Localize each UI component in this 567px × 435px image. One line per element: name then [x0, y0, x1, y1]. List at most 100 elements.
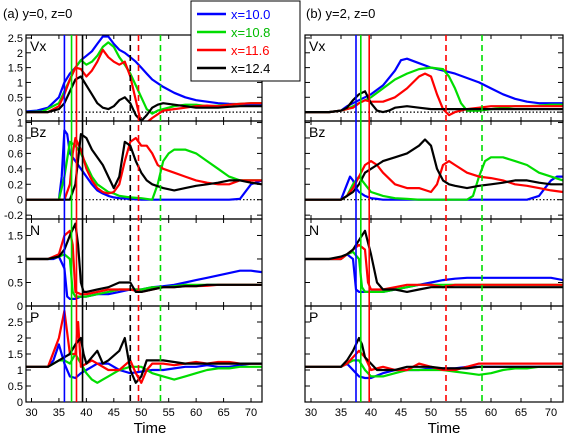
column-a: (a) y=0, z=0 Time 0 0.5 1 1.5 2 2.5 Vx -0.2 0 0.2… — [3, 6, 263, 435]
x-tick-label: 55 — [455, 407, 467, 419]
series-line-x12-4 — [26, 336, 262, 384]
y-tick-label: 0.5 — [8, 92, 23, 104]
panel-label: Bz — [30, 124, 46, 140]
series-line-x10-0 — [26, 343, 262, 380]
marker-lines — [355, 35, 483, 402]
series-line-x10-0 — [305, 175, 563, 201]
y-tick-label: 0.4 — [8, 164, 23, 176]
panel-frame — [25, 305, 263, 403]
x-tick-label: 50 — [135, 407, 147, 419]
y-tick-label: 0.2 — [8, 179, 23, 191]
panel-p-0: 0 0.5 1 1.5 2 2.5 P — [8, 305, 263, 409]
panel-n-0: 0 0.5 1 1.5 N — [8, 218, 263, 313]
series-group — [26, 35, 262, 121]
y-tick-label: 2 — [17, 333, 23, 345]
series-line-x10-0 — [305, 57, 563, 114]
y-tick-label: -0.2 — [4, 210, 23, 222]
series-group — [26, 309, 262, 384]
y-tick-label: 2 — [17, 48, 23, 60]
y-tick-label: 0.8 — [8, 133, 23, 145]
series-line-x10-8 — [305, 359, 563, 378]
series-line-x11-6 — [26, 136, 262, 201]
y-tick-label: 2.5 — [8, 317, 23, 329]
x-tick-label: 55 — [163, 407, 175, 419]
panel-label: P — [309, 309, 318, 325]
y-tick-label: 0 — [17, 195, 23, 207]
y-tick-label: 0.5 — [8, 381, 23, 393]
y-tick-label: 0.6 — [8, 148, 23, 160]
series-group — [305, 229, 563, 293]
legend-label-x10-0: x=10.0 — [231, 7, 270, 22]
y-tick-label: 1 — [17, 365, 23, 377]
x-tick-label: 45 — [108, 407, 120, 419]
y-tick-label: 1 — [17, 254, 23, 266]
x-tick-label: 65 — [515, 407, 527, 419]
series-group — [305, 57, 563, 117]
x-axis-label-a: Time — [134, 420, 167, 435]
x-tick-label: 70 — [245, 407, 257, 419]
y-tick-label: 0.5 — [8, 277, 23, 289]
series-line-x12-4 — [305, 336, 563, 372]
series-group — [305, 138, 563, 201]
series-line-x10-0 — [26, 35, 262, 113]
series-line-x11-6 — [305, 160, 563, 201]
y-tick-label: 1.5 — [8, 349, 23, 361]
series-group — [26, 222, 262, 300]
column-title-b: (b) y=2, z=0 — [306, 6, 375, 21]
legend-label-x10-8: x=10.8 — [231, 25, 270, 40]
series-group — [305, 336, 563, 380]
y-tick-label: 2.5 — [8, 33, 23, 45]
x-tick-label: 35 — [335, 407, 347, 419]
legend-label-x11-6: x=11.6 — [231, 43, 269, 58]
series-line-x10-8 — [305, 156, 563, 201]
x-tick-label: 45 — [395, 407, 407, 419]
panel-label: Vx — [309, 38, 325, 54]
series-line-x11-6 — [305, 349, 563, 372]
x-tick-label: 60 — [485, 407, 497, 419]
panel-p-1: P — [304, 305, 564, 403]
x-tick-label: 60 — [190, 407, 202, 419]
x-tick-label: 70 — [545, 407, 557, 419]
series-line-x12-4 — [26, 75, 262, 121]
y-tick-label: 0 — [17, 301, 23, 313]
panel-n-1: N — [304, 218, 564, 307]
series-line-x12-4 — [26, 133, 262, 201]
series-line-x11-6 — [305, 72, 563, 117]
y-tick-label: 1.5 — [8, 63, 23, 75]
panel-label: N — [309, 222, 319, 238]
y-tick-label: 1.5 — [8, 230, 23, 242]
panel-frame — [304, 305, 564, 403]
x-tick-label: 40 — [80, 407, 92, 419]
x-tick-label: 65 — [217, 407, 229, 419]
panel-label: P — [30, 309, 39, 325]
panel-bz-1: Bz — [304, 120, 564, 220]
x-tick-label: 35 — [53, 407, 65, 419]
panel-label: Bz — [309, 124, 325, 140]
legend: x=10.0 x=10.8 x=11.6 x=12.4 — [190, 0, 301, 82]
series-line-x12-4 — [26, 222, 262, 293]
column-title-a: (a) y=0, z=0 — [3, 6, 72, 21]
x-tick-label: 40 — [365, 407, 377, 419]
panel-frame — [304, 218, 564, 307]
legend-label-x12-4: x=12.4 — [231, 61, 270, 76]
series-group — [26, 129, 262, 201]
column-b: (b) y=2, z=0 Time Vx Bz N P 30 35 40 45 50 55 60 65… — [304, 6, 564, 435]
panel-frame — [304, 120, 564, 220]
y-tick-label: 0 — [17, 107, 23, 119]
x-axis-label-b: Time — [428, 420, 461, 435]
x-tick-label: 30 — [25, 407, 37, 419]
series-line-x12-4 — [305, 229, 563, 293]
panel-bz-0: -0.2 0 0.2 0.4 0.6 0.8 1 Bz — [4, 118, 263, 222]
y-tick-label: 1 — [17, 77, 23, 89]
series-line-x11-6 — [26, 48, 262, 121]
panel-label: Vx — [30, 38, 46, 54]
panel-label: N — [30, 222, 40, 238]
x-tick-label: 50 — [425, 407, 437, 419]
series-line-x10-0 — [26, 255, 262, 300]
y-tick-label: 0 — [17, 397, 23, 409]
x-tick-label: 30 — [305, 407, 317, 419]
series-line-x12-4 — [305, 90, 563, 114]
marker-lines — [63, 35, 162, 402]
panel-vx-1: Vx — [304, 34, 564, 122]
